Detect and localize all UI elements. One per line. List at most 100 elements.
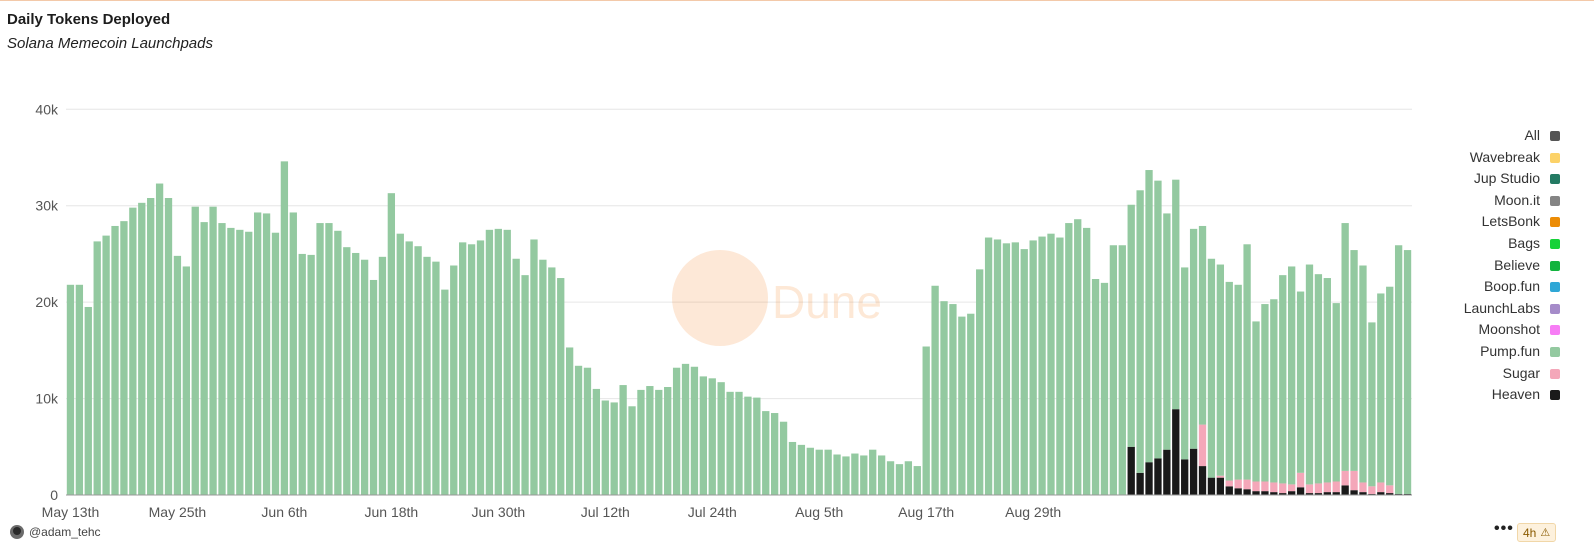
bar-pump-fun xyxy=(253,212,262,495)
bar-pump-fun xyxy=(726,391,734,495)
bar-pump-fun xyxy=(450,265,458,495)
bar-pump-fun xyxy=(877,455,886,495)
bar-heaven xyxy=(1172,409,1180,495)
bar-sugar xyxy=(1350,470,1358,491)
bar-heaven xyxy=(1207,477,1216,495)
x-tick-label: May 13th xyxy=(42,504,100,520)
chart-subtitle: Solana Memecoin Launchpads xyxy=(7,35,213,52)
bar-pump-fun xyxy=(200,222,208,495)
bar-pump-fun xyxy=(1243,244,1251,480)
bar-pump-fun xyxy=(976,269,984,495)
legend-item[interactable]: LaunchLabs xyxy=(1440,299,1560,321)
bar-heaven xyxy=(1305,493,1314,495)
bar-pump-fun xyxy=(1163,213,1171,450)
bar-pump-fun xyxy=(369,279,378,495)
legend-item[interactable]: All xyxy=(1440,126,1560,148)
bar-pump-fun xyxy=(895,464,904,495)
bar-pump-fun xyxy=(467,244,476,495)
bar-heaven xyxy=(1243,489,1251,495)
bar-pump-fun xyxy=(958,316,966,495)
bar-sugar xyxy=(1198,424,1207,467)
legend-item[interactable]: Sugar xyxy=(1440,364,1560,386)
bar-pump-fun xyxy=(191,206,199,495)
bar-sugar xyxy=(1323,482,1331,493)
bar-pump-fun xyxy=(120,221,128,495)
legend-item[interactable]: Pump.fun xyxy=(1440,342,1560,364)
author-handle: @adam_tehc xyxy=(29,525,101,539)
bar-sugar xyxy=(1243,479,1251,490)
legend-label: Sugar xyxy=(1502,364,1540,381)
bar-pump-fun xyxy=(1305,264,1314,485)
bar-pump-fun xyxy=(1002,243,1011,495)
bar-pump-fun xyxy=(521,275,529,495)
bar-pump-fun xyxy=(93,241,101,495)
legend-label: Believe xyxy=(1494,256,1540,273)
bar-pump-fun xyxy=(182,266,190,495)
bar-pump-fun xyxy=(1332,303,1340,482)
bar-pump-fun xyxy=(931,285,939,495)
bar-pump-fun xyxy=(1394,245,1403,495)
legend-item[interactable]: Jup Studio xyxy=(1440,169,1560,191)
bar-sugar xyxy=(1225,480,1233,487)
bar-pump-fun xyxy=(1154,180,1162,459)
bar-pump-fun xyxy=(993,239,1002,495)
legend-item[interactable]: Moon.it xyxy=(1440,191,1560,213)
bar-pump-fun xyxy=(1359,265,1367,483)
bar-pump-fun xyxy=(280,161,289,495)
legend-item[interactable]: Heaven xyxy=(1440,385,1560,407)
bar-pump-fun xyxy=(271,232,280,495)
refresh-status-badge[interactable]: 4h ⚠ xyxy=(1517,523,1557,542)
legend-swatch xyxy=(1550,195,1560,206)
bar-heaven xyxy=(1189,448,1198,495)
bar-pump-fun xyxy=(1082,227,1091,495)
legend-item[interactable]: Wavebreak xyxy=(1440,148,1560,170)
bar-pump-fun xyxy=(476,240,485,495)
avatar-icon xyxy=(10,525,24,539)
bar-pump-fun xyxy=(779,421,788,495)
bar-pump-fun xyxy=(227,227,235,495)
bar-pump-fun xyxy=(1118,245,1126,495)
legend-item[interactable]: Moonshot xyxy=(1440,320,1560,342)
bar-pump-fun xyxy=(1296,291,1305,473)
x-tick-label: Jun 30th xyxy=(471,504,525,520)
bar-pump-fun xyxy=(806,447,814,495)
bar-pump-fun xyxy=(102,235,110,495)
bar-sugar xyxy=(1288,484,1296,492)
bar-pump-fun xyxy=(307,254,315,495)
legend-label: Boop.fun xyxy=(1483,278,1540,295)
chart-legend: All Wavebreak Jup Studio Moon.it LetsBonk Bag… xyxy=(1440,126,1560,407)
bar-pump-fun xyxy=(503,229,511,496)
bar-pump-fun xyxy=(610,402,618,495)
bar-pump-fun xyxy=(414,246,422,495)
bar-pump-fun xyxy=(583,367,592,495)
bar-sugar xyxy=(1368,486,1376,495)
legend-item[interactable]: LetsBonk xyxy=(1440,212,1560,234)
legend-swatch xyxy=(1550,152,1560,163)
bar-pump-fun xyxy=(245,231,253,495)
legend-item[interactable]: Boop.fun xyxy=(1440,277,1560,299)
bar-pump-fun xyxy=(1011,242,1019,495)
legend-label: Pump.fun xyxy=(1480,342,1540,359)
top-divider xyxy=(0,0,1594,1)
bar-pump-fun xyxy=(708,378,716,495)
bar-pump-fun xyxy=(690,366,699,495)
bar-sugar xyxy=(1359,482,1367,493)
bar-pump-fun xyxy=(1189,228,1198,449)
bar-pump-fun xyxy=(771,413,779,495)
legend-item[interactable]: Bags xyxy=(1440,234,1560,256)
bar-pump-fun xyxy=(360,259,369,495)
legend-swatch xyxy=(1550,390,1560,401)
bar-pump-fun xyxy=(1403,250,1412,495)
bar-pump-fun xyxy=(824,449,832,495)
bar-pump-fun xyxy=(1056,237,1064,496)
bar-heaven xyxy=(1377,492,1385,495)
bar-pump-fun xyxy=(646,386,654,495)
legend-item[interactable]: Believe xyxy=(1440,256,1560,278)
more-options-button[interactable]: ••• xyxy=(1494,520,1514,537)
author-credit[interactable]: @adam_tehc xyxy=(10,525,101,539)
bar-heaven xyxy=(1332,492,1340,495)
bar-pump-fun xyxy=(494,228,502,495)
bar-pump-fun xyxy=(1091,279,1100,495)
bar-pump-fun xyxy=(209,206,217,495)
bar-pump-fun xyxy=(432,261,440,495)
